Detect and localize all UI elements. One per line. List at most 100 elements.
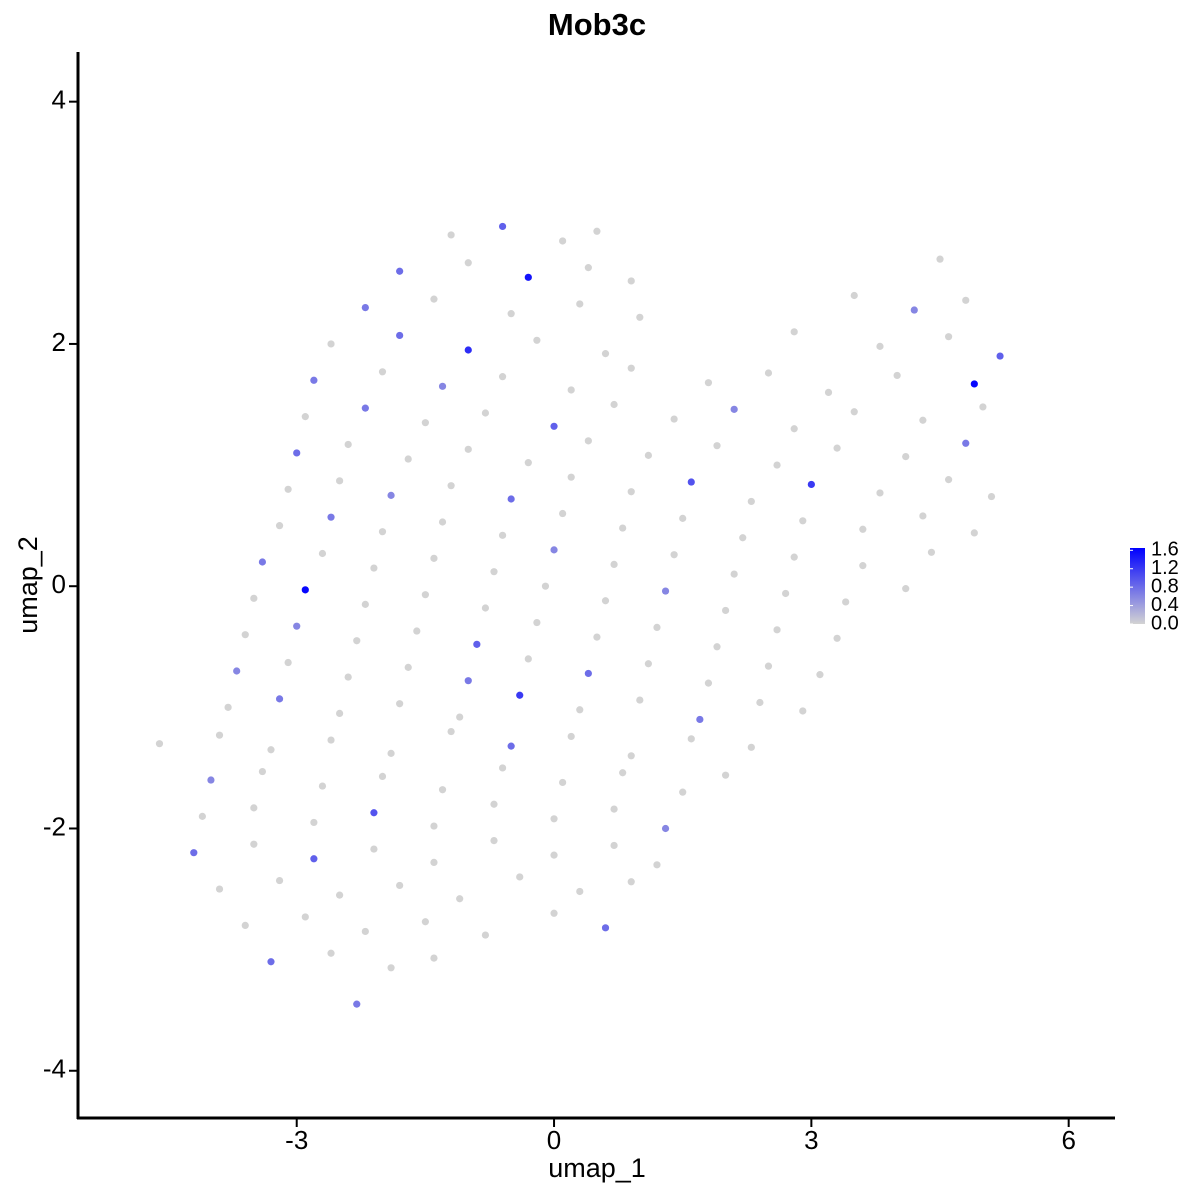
cell-point bbox=[636, 696, 644, 704]
cell-point bbox=[318, 549, 327, 558]
cell-point bbox=[430, 822, 438, 830]
cell-point bbox=[524, 273, 532, 281]
y-tick-label: -2 bbox=[43, 811, 66, 841]
cell-point bbox=[687, 735, 695, 743]
cell-point bbox=[498, 373, 507, 381]
cell-point bbox=[481, 409, 490, 417]
cell-point bbox=[850, 291, 858, 300]
cell-point bbox=[190, 849, 198, 857]
cell-point bbox=[438, 382, 447, 390]
cell-point bbox=[610, 841, 618, 850]
cell-point bbox=[713, 442, 721, 450]
cell-point bbox=[902, 585, 910, 593]
cell-point bbox=[550, 546, 558, 554]
cell-point bbox=[353, 637, 361, 645]
cell-point bbox=[627, 752, 635, 760]
cell-point bbox=[353, 1000, 361, 1008]
cell-point bbox=[301, 413, 309, 421]
cell-point bbox=[790, 328, 798, 336]
cell-point bbox=[275, 876, 284, 885]
cell-point bbox=[430, 858, 438, 867]
y-axis-label: umap_2 bbox=[13, 536, 43, 634]
cell-point bbox=[275, 522, 284, 530]
cell-point bbox=[293, 622, 301, 630]
cell-point bbox=[344, 673, 352, 681]
cell-point bbox=[559, 509, 567, 518]
cell-point bbox=[661, 587, 670, 595]
cell-point bbox=[293, 449, 301, 457]
cell-point bbox=[250, 804, 258, 812]
cell-point bbox=[627, 878, 635, 886]
cell-point bbox=[653, 623, 661, 631]
x-tick-label: 0 bbox=[547, 1125, 561, 1155]
cell-point bbox=[490, 568, 498, 576]
cell-point bbox=[799, 707, 807, 715]
cell-point bbox=[421, 591, 429, 599]
cell-point bbox=[747, 743, 755, 751]
cell-point bbox=[550, 851, 558, 859]
cell-point bbox=[310, 855, 318, 863]
cell-point bbox=[378, 772, 387, 780]
cell-point bbox=[876, 489, 884, 497]
cell-point bbox=[790, 425, 798, 433]
cell-point bbox=[601, 924, 610, 932]
cell-point bbox=[498, 764, 507, 772]
cell-point bbox=[687, 478, 695, 486]
y-tick-label: 0 bbox=[52, 569, 66, 599]
cell-point bbox=[481, 931, 490, 939]
cell-point bbox=[370, 564, 378, 572]
cell-point bbox=[327, 949, 335, 957]
chart-title: Mob3c bbox=[548, 7, 646, 42]
cell-point bbox=[396, 881, 404, 890]
cell-point bbox=[919, 512, 927, 520]
cell-point bbox=[919, 416, 927, 424]
cell-point bbox=[215, 885, 224, 893]
cell-point bbox=[464, 259, 472, 267]
cell-point bbox=[490, 836, 498, 845]
cell-point bbox=[387, 491, 395, 499]
cell-point bbox=[670, 415, 678, 423]
cell-point bbox=[764, 662, 773, 670]
cell-point bbox=[593, 633, 601, 641]
cell-point bbox=[559, 778, 567, 787]
cell-point bbox=[601, 350, 610, 358]
cell-point bbox=[498, 222, 507, 231]
cell-point bbox=[893, 371, 901, 380]
cell-point bbox=[284, 658, 292, 667]
cell-point bbox=[361, 303, 369, 312]
cell-point bbox=[241, 921, 249, 929]
cell-point bbox=[559, 237, 567, 245]
cell-point bbox=[962, 439, 970, 447]
cell-point bbox=[576, 300, 584, 308]
cell-point bbox=[456, 713, 464, 721]
cell-point bbox=[421, 419, 429, 427]
cell-point bbox=[824, 388, 833, 396]
cell-point bbox=[576, 706, 584, 714]
cell-point bbox=[576, 887, 584, 896]
cell-point bbox=[524, 459, 532, 467]
cell-point bbox=[610, 400, 618, 409]
cell-point bbox=[155, 740, 164, 748]
cell-point bbox=[318, 782, 327, 790]
cell-point bbox=[696, 715, 704, 724]
cell-point bbox=[970, 529, 978, 537]
cell-point bbox=[387, 749, 395, 757]
cell-point bbox=[910, 306, 918, 314]
colorbar-tick-label: 0.0 bbox=[1151, 612, 1179, 634]
cell-point bbox=[653, 861, 661, 869]
cell-point bbox=[267, 958, 275, 966]
cell-point bbox=[550, 815, 558, 823]
cell-point bbox=[430, 554, 438, 562]
cell-point bbox=[344, 440, 352, 449]
cell-point bbox=[241, 631, 249, 639]
cell-point bbox=[773, 461, 781, 469]
cell-point bbox=[361, 927, 369, 936]
cell-point bbox=[721, 771, 730, 779]
cell-point bbox=[833, 634, 841, 642]
cell-point bbox=[807, 480, 815, 489]
cell-point bbox=[404, 455, 412, 463]
cell-point bbox=[464, 677, 472, 685]
cell-point bbox=[756, 698, 764, 707]
cell-point bbox=[310, 376, 318, 384]
cell-point bbox=[627, 364, 635, 372]
